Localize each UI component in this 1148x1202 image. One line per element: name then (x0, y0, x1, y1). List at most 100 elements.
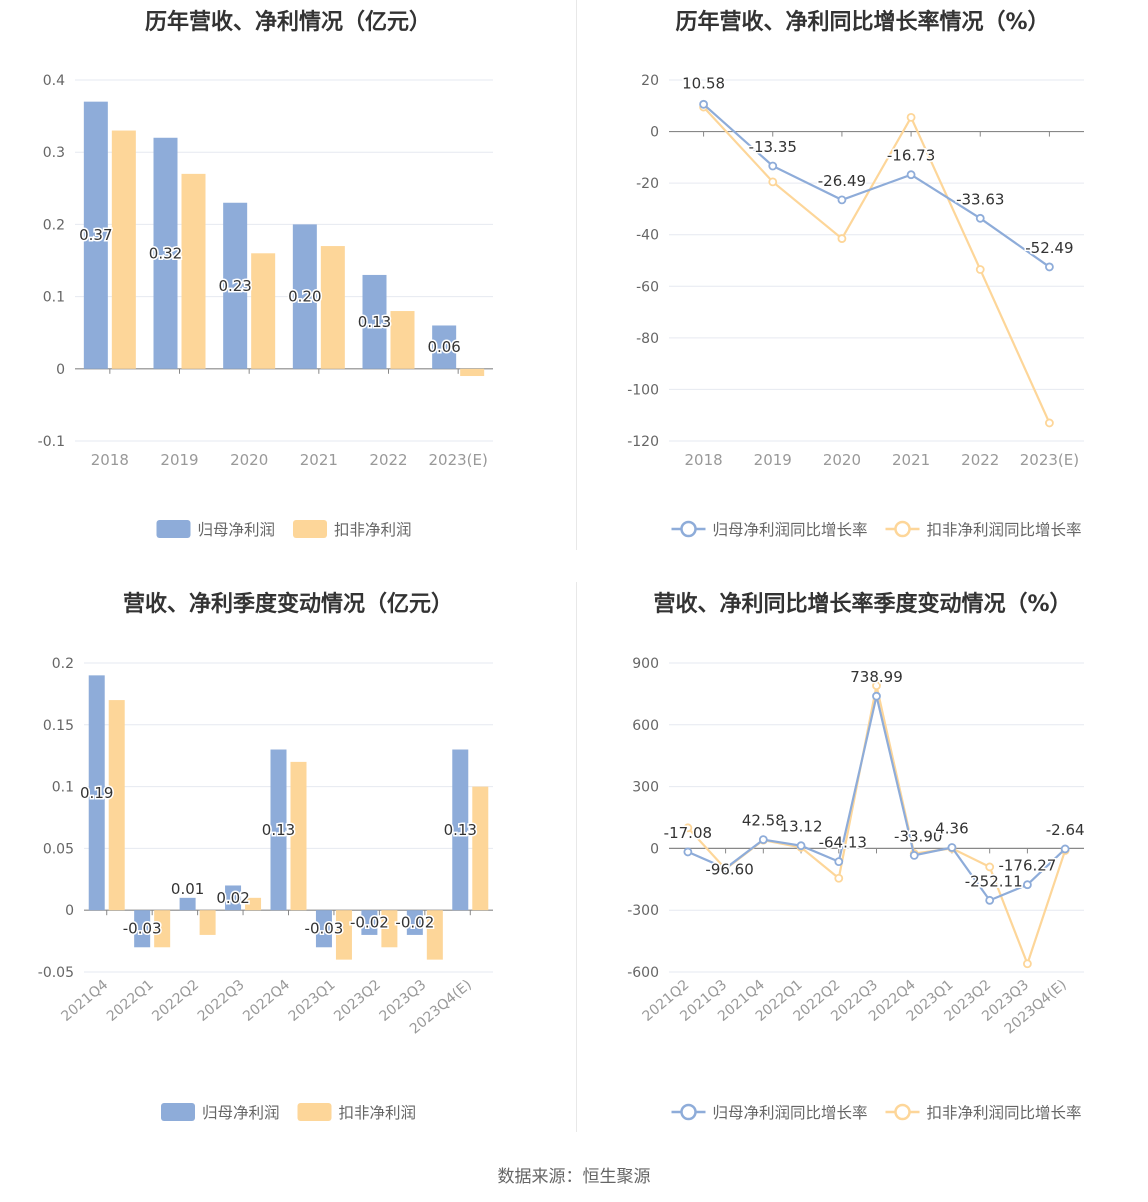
y-tick-label: -300 (627, 903, 659, 919)
x-tick-label: 2022Q3 (195, 977, 248, 1025)
bar-parent-net-profit (452, 749, 469, 911)
legend-label: 归母净利润同比增长率 (713, 521, 868, 539)
annual-profit-panel: 历年营收、净利情况（亿元） 0.4 0.3 0.2 0.1 0 -0.1 2018 2019 2… (0, 0, 576, 560)
series-point (906, 112, 916, 122)
legend-label: 扣非净利润同比增长率 (927, 1104, 1082, 1122)
x-tick-label: 2019 (160, 451, 198, 469)
x-tick-label: 2018 (91, 451, 129, 469)
annual-profit-title: 历年营收、净利情况（亿元） (144, 10, 431, 35)
series-point (683, 823, 693, 833)
x-tick-label: 2020 (230, 451, 268, 469)
y-tick-label: 600 (632, 718, 659, 734)
y-tick-label: 0 (650, 125, 659, 141)
bar-deducted-net-profit (381, 910, 398, 948)
x-tick-label: 2023Q1 (286, 977, 339, 1025)
series-point (1045, 262, 1054, 272)
data-label: -33.63 (956, 190, 1004, 208)
data-label: 13.12 (780, 818, 823, 836)
bar-deducted-net-profit (460, 368, 485, 377)
legend-swatch (293, 520, 327, 538)
legend-marker (680, 520, 697, 538)
vertical-divider-top (576, 0, 577, 550)
bar-parent-net-profit (153, 137, 178, 369)
x-tick-label: 2022Q1 (104, 977, 157, 1025)
annual-growth-title: 历年营收、净利同比增长率情况（%） (675, 10, 1050, 35)
series-point (721, 863, 730, 873)
data-label: -17.08 (664, 824, 712, 842)
data-label: -0.03 (123, 920, 162, 938)
series-point (975, 265, 985, 274)
legend-swatch (156, 520, 191, 538)
data-label: -33.90 (894, 827, 942, 845)
data-label: 0.06 (427, 338, 460, 356)
series-point (768, 161, 778, 171)
x-tick-label: 2022Q2 (149, 977, 202, 1025)
series-point (837, 234, 847, 243)
series-point (758, 835, 768, 845)
series-point (975, 213, 985, 223)
x-tick-label: 2021 (892, 451, 930, 469)
series-line-deducted-growth (702, 106, 1051, 424)
bar-parent-net-profit (88, 675, 105, 911)
y-tick-label: 0 (65, 903, 74, 919)
x-tick-label: 2023(E) (1020, 451, 1079, 469)
annual-growth-chart: 20 0 -20 -40 -60 -80 -100 -120 2018 2019 2020 2021 2… (627, 73, 1084, 539)
data-label: 0.02 (216, 889, 249, 907)
series-point (985, 895, 995, 905)
bar-deducted-net-profit (181, 173, 206, 369)
series-point (1023, 880, 1032, 890)
bar-parent-net-profit (179, 897, 196, 911)
legend-label: 扣非净利润 (339, 1104, 417, 1122)
quarter-growth-panel: 营收、净利同比增长率季度变动情况（%） 900 600 300 0 -300 -600 20… (577, 580, 1148, 1140)
data-label: -26.49 (818, 172, 866, 190)
quarter-growth-chart: 9006003000-300-6002021Q22021Q32021Q42022… (627, 656, 1086, 1122)
legend-label: 扣非净利润同比增长率 (927, 521, 1082, 539)
quarter-profit-panel: 营收、净利季度变动情况（亿元） 0.2 0.15 0.1 0.05 0 -0.05 2021… (0, 580, 576, 1140)
series-point (768, 177, 778, 187)
bar-deducted-net-profit (390, 311, 415, 369)
series-point (947, 843, 957, 852)
series-point (837, 195, 847, 205)
data-label: -252.11 (965, 872, 1023, 890)
data-label: 0.20 (288, 288, 321, 306)
bar-parent-net-profit (270, 749, 287, 911)
x-tick-label: 2020 (823, 451, 861, 469)
bar-parent-net-profit (362, 274, 387, 369)
series-point (985, 862, 995, 872)
bar-parent-net-profit (134, 910, 151, 948)
series-point (699, 99, 708, 109)
bar-deducted-net-profit (335, 910, 352, 960)
data-label: -2.64 (1046, 821, 1085, 839)
bar-parent-net-profit (406, 910, 423, 935)
bar-deducted-net-profit (108, 700, 125, 911)
y-tick-label: -100 (627, 382, 659, 398)
data-label: 0.32 (149, 244, 182, 262)
bar-deducted-net-profit (290, 761, 307, 911)
quarter-profit-chart: 0.20.150.10.050-0.052021Q42022Q12022Q220… (38, 656, 493, 1122)
x-tick-label: 2018 (684, 451, 722, 469)
legend-label: 归母净利润同比增长率 (713, 1104, 868, 1122)
data-label: 738.99 (850, 668, 903, 686)
data-label: -13.35 (749, 138, 797, 156)
vertical-divider-bottom (576, 582, 577, 1132)
data-label: 0.37 (79, 226, 112, 244)
y-tick-label: 0 (56, 362, 65, 378)
bar-deducted-net-profit (251, 253, 276, 369)
y-tick-label: -80 (636, 331, 659, 347)
data-label: -64.13 (819, 834, 867, 852)
bar-deducted-net-profit (245, 897, 262, 911)
y-tick-label: -60 (636, 279, 659, 295)
bar-deducted-net-profit (472, 786, 489, 911)
bar-deducted-net-profit (320, 246, 345, 369)
data-label: 0.13 (262, 821, 295, 839)
data-label: 0.01 (171, 880, 204, 898)
data-label: 0.13 (444, 821, 477, 839)
series-point (683, 847, 693, 857)
quarter-profit-title: 营收、净利季度变动情况（亿元） (122, 592, 453, 617)
legend-marker (894, 520, 911, 538)
data-label: 0.23 (218, 277, 251, 295)
quarter-growth-title: 营收、净利同比增长率季度变动情况（%） (653, 592, 1072, 617)
legend-label: 扣非净利润 (334, 521, 412, 539)
legend-label: 归母净利润 (202, 1104, 280, 1122)
bar-deducted-net-profit (426, 910, 443, 960)
